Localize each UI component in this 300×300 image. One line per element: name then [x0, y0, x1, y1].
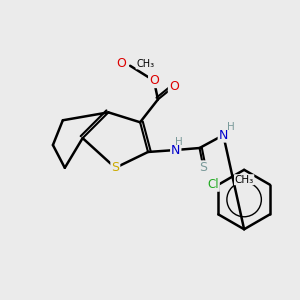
- Text: H: H: [227, 122, 235, 132]
- Text: O: O: [169, 80, 179, 93]
- Text: O: O: [116, 57, 126, 70]
- Text: O: O: [149, 74, 159, 87]
- Text: Cl: Cl: [208, 178, 219, 191]
- Text: H: H: [175, 137, 183, 147]
- Text: N: N: [171, 143, 180, 157]
- Text: CH₃: CH₃: [235, 175, 254, 185]
- Text: CH₃: CH₃: [136, 59, 154, 69]
- Text: S: S: [200, 161, 208, 174]
- Text: S: S: [111, 161, 119, 174]
- Text: N: N: [219, 129, 228, 142]
